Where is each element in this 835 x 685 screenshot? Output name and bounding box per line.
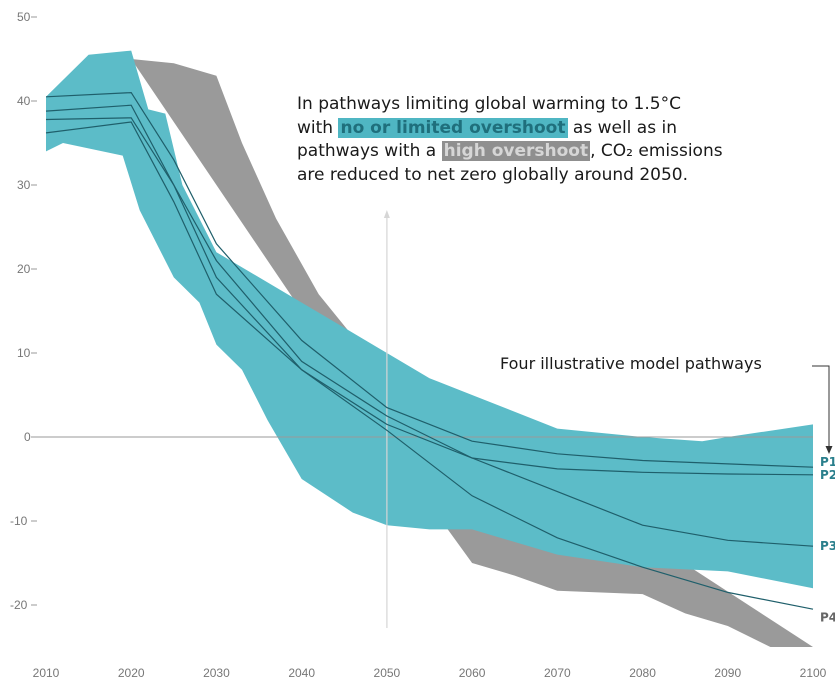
y-tick-label: 0 [24, 430, 31, 444]
x-tick-label: 2100 [800, 666, 827, 680]
annotation-line-1: In pathways limiting global warming to 1… [297, 94, 681, 114]
high-overshoot-highlight: high overshoot [441, 141, 591, 161]
annotation-line-3-post: , CO₂ emissions [590, 141, 723, 161]
x-tick-label: 2090 [714, 666, 741, 680]
x-tick-label: 2040 [288, 666, 315, 680]
y-tick-label: 40 [17, 94, 31, 108]
net-zero-2050-arrow-head [383, 210, 390, 218]
y-tick-label: 20 [17, 262, 31, 276]
pathway-label: P4 [820, 611, 835, 625]
x-tick-label: 2050 [374, 666, 401, 680]
annotation-line-2-post: as well as in [567, 117, 677, 138]
pathway-line [45, 117, 814, 547]
pathways-bracket [812, 365, 830, 448]
pathway-label: P1 [820, 455, 835, 469]
uncertainty-band [46, 50, 813, 589]
pathway-label: P3 [820, 539, 835, 553]
x-tick-label: 2080 [629, 666, 656, 680]
y-tick-label: 30 [17, 178, 31, 192]
annotation-line-2-pre: with [297, 117, 339, 138]
pathways-label: Four illustrative model pathways [500, 354, 762, 373]
y-tick-label: 10 [17, 346, 31, 360]
pathway-line [45, 121, 814, 610]
annotation-callout: In pathways limiting global warming to 1… [297, 93, 767, 187]
pathway-line [45, 104, 814, 476]
annotation-line-4: are reduced to net zero globally around … [297, 164, 688, 185]
y-axis-ticks: 50 40 30 20 10 0 -10 -20 [10, 10, 37, 612]
x-axis-ticks: 2010 2020 2030 2040 2050 2060 2070 2080 2090 2100 [33, 666, 827, 680]
uncertainty-bands [46, 50, 813, 647]
pathway-lines [45, 91, 814, 610]
y-tick-label: 50 [17, 10, 31, 24]
y-tick-label: -10 [10, 514, 28, 528]
annotation-line-3-pre: pathways with a [297, 141, 442, 161]
x-tick-label: 2010 [33, 666, 60, 680]
annotation-line-2: with no or limited overshoot as well as … [297, 117, 767, 141]
pathway-label: P2 [820, 468, 835, 482]
no-overshoot-highlight: no or limited overshoot [338, 117, 568, 138]
x-tick-label: 2060 [459, 666, 486, 680]
x-tick-label: 2070 [544, 666, 571, 680]
x-tick-label: 2020 [118, 666, 145, 680]
pathway-line [45, 91, 814, 468]
annotation-line-3: pathways with a high overshoot, CO₂ emis… [297, 140, 767, 164]
x-tick-label: 2030 [203, 666, 230, 680]
y-tick-label: -20 [10, 598, 28, 612]
pathways-bracket-arrow-head [825, 446, 833, 454]
